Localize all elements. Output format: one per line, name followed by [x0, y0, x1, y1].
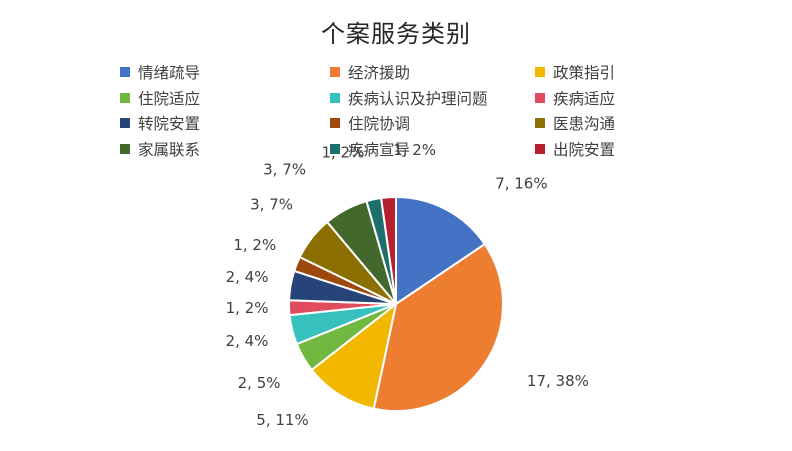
data-label: 7, 16%: [495, 174, 547, 192]
legend-label: 经济援助: [348, 64, 411, 82]
legend-label: 转院安置: [138, 115, 201, 133]
data-label: 1, 2%: [233, 236, 276, 254]
data-label: 2, 4%: [226, 268, 269, 286]
legend-label: 情绪疏导: [138, 64, 201, 82]
data-label: 17, 38%: [527, 372, 589, 390]
legend-item: 家属联系: [120, 139, 200, 159]
pie-slice: [372, 242, 504, 412]
legend-item: 疾病宣导: [330, 139, 410, 159]
legend-label: 政策指引: [553, 64, 616, 82]
legend-swatch: [535, 118, 545, 128]
legend-swatch: [120, 143, 130, 154]
legend-swatch: [535, 143, 545, 154]
data-label: 2, 4%: [226, 332, 269, 350]
legend-item: 住院适应: [120, 88, 200, 108]
legend-label: 住院协调: [348, 115, 411, 133]
data-label: 5, 11%: [256, 411, 308, 429]
legend-item: 疾病适应: [535, 88, 615, 108]
legend-item: 政策指引: [535, 62, 615, 82]
legend-swatch: [120, 92, 130, 103]
legend-swatch: [535, 67, 545, 77]
legend-item: 住院协调: [330, 113, 410, 133]
data-label: 2, 5%: [238, 374, 281, 392]
legend-label: 家属联系: [138, 140, 201, 159]
pie-slice: [395, 195, 487, 306]
legend-label: 疾病宣导: [348, 140, 411, 159]
legend-item: 转院安置: [120, 113, 200, 133]
legend-item: 情绪疏导: [120, 62, 200, 82]
legend-item: 疾病认识及护理问题: [330, 88, 488, 108]
data-label: 3, 7%: [263, 160, 306, 178]
pie-slice: [379, 195, 397, 305]
legend-label: 医患沟通: [553, 115, 616, 133]
legend-item: 经济援助: [330, 62, 410, 82]
legend-swatch: [120, 118, 130, 128]
legend-swatch: [330, 118, 340, 128]
legend-swatch: [330, 92, 340, 103]
data-label: 1, 2%: [226, 299, 269, 317]
legend-swatch: [535, 92, 545, 103]
legend-swatch: [120, 67, 130, 77]
legend-label: 疾病认识及护理问题: [348, 89, 488, 108]
data-label: 1, 2%: [393, 141, 436, 159]
chart-title: 个案服务类别: [321, 20, 471, 48]
legend-label: 疾病适应: [553, 89, 616, 108]
legend-label: 出院安置: [553, 140, 616, 159]
data-label: 1, 2%: [321, 144, 364, 162]
legend-label: 住院适应: [138, 89, 201, 108]
data-label: 3, 7%: [250, 195, 293, 213]
legend-item: 出院安置: [535, 139, 615, 159]
legend-item: 医患沟通: [535, 113, 615, 133]
legend-swatch: [330, 67, 340, 77]
pie-slice: [310, 301, 398, 410]
legend-swatch: [330, 143, 340, 154]
